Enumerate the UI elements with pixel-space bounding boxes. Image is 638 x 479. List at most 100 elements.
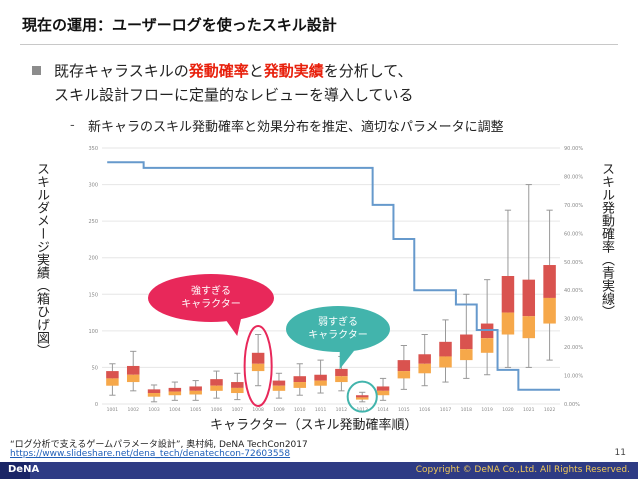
y-right-tick-label: 70.00% xyxy=(564,203,583,209)
x-tick-label: 1004 xyxy=(169,407,181,413)
box-lower xyxy=(335,376,348,383)
x-tick-label: 1005 xyxy=(190,407,202,413)
box-upper xyxy=(314,374,327,381)
x-tick-label: 1016 xyxy=(419,407,431,413)
y-right-tick-label: 0.00% xyxy=(564,402,580,408)
box-upper xyxy=(147,389,161,394)
box-lower xyxy=(231,387,244,394)
y-left-tick-label: 350 xyxy=(88,146,98,152)
box-upper xyxy=(397,360,411,372)
y-right-tick-label: 10.00% xyxy=(564,374,583,380)
right-axis-label: スキル発動確率（青実線） xyxy=(599,162,614,318)
box-lower xyxy=(439,356,452,368)
x-tick-label: 1013 xyxy=(357,407,369,413)
box-lower xyxy=(501,312,515,335)
x-tick-label: 1018 xyxy=(461,407,473,413)
y-left-tick-label: 100 xyxy=(88,329,98,335)
slide-title: 現在の運用：ユーザーログを使ったスキル設計 xyxy=(22,16,337,34)
box-lower xyxy=(251,363,265,372)
callout-strong-character: 強すぎる キャラクター xyxy=(148,274,274,322)
sub-bullet-dash: - xyxy=(70,118,75,133)
box-upper xyxy=(335,368,348,377)
box-upper xyxy=(376,386,390,391)
left-axis-label: スキルダメージ実績（箱ひげ図） xyxy=(34,162,49,357)
y-right-tick-label: 90.00% xyxy=(564,146,583,152)
box-lower xyxy=(314,380,327,386)
box-lower xyxy=(272,385,286,391)
x-tick-label: 1022 xyxy=(544,407,556,413)
x-tick-label: 1002 xyxy=(128,407,140,413)
x-tick-label: 1012 xyxy=(336,407,348,413)
footer-accent xyxy=(0,462,30,479)
weak-character-highlight xyxy=(346,380,378,413)
box-upper xyxy=(210,379,223,386)
x-axis-label: キャラクター（スキル発動確率順） xyxy=(210,418,418,433)
x-tick-label: 1011 xyxy=(315,407,327,413)
probability-line xyxy=(107,161,560,391)
box-lower xyxy=(293,382,307,388)
box-upper xyxy=(439,341,452,357)
x-tick-label: 1008 xyxy=(252,407,264,413)
y-left-tick-label: 300 xyxy=(88,183,98,189)
box-upper xyxy=(460,334,473,350)
bullet-square-icon xyxy=(32,66,41,75)
title-divider xyxy=(20,44,618,45)
box-upper xyxy=(251,352,265,364)
y-right-tick-label: 40.00% xyxy=(564,288,583,294)
x-tick-label: 1015 xyxy=(398,407,410,413)
x-tick-label: 1003 xyxy=(148,407,160,413)
box-lower xyxy=(543,297,556,324)
y-right-tick-label: 20.00% xyxy=(564,345,583,351)
x-tick-label: 1001 xyxy=(107,407,119,413)
bullet-line-2: スキル設計フローに定量的なレビューを導入している xyxy=(54,86,414,104)
x-tick-label: 1017 xyxy=(440,407,452,413)
y-left-tick-label: 250 xyxy=(88,219,98,225)
bullet-text-part2: と xyxy=(248,62,264,80)
box-lower xyxy=(376,390,390,396)
sub-bullet-text: 新キャラのスキル発動確率と効果分布を推定、適切なパラメータに調整 xyxy=(88,120,504,135)
y-right-tick-label: 30.00% xyxy=(564,317,583,323)
source-link[interactable]: https://www.slideshare.net/dena_tech/den… xyxy=(10,449,291,459)
x-tick-label: 1020 xyxy=(502,407,514,413)
box-lower xyxy=(355,397,369,400)
box-lower xyxy=(397,371,411,379)
x-tick-label: 1007 xyxy=(232,407,244,413)
box-upper xyxy=(168,387,182,392)
x-tick-label: 1006 xyxy=(211,407,223,413)
x-tick-label: 1021 xyxy=(523,407,535,413)
y-left-tick-label: 50 xyxy=(92,365,98,371)
box-upper xyxy=(522,279,536,317)
y-right-tick-label: 50.00% xyxy=(564,260,583,266)
x-tick-label: 1019 xyxy=(481,407,493,413)
y-right-tick-label: 80.00% xyxy=(564,174,583,180)
callout-weak-character: 弱すぎる キャラクター xyxy=(286,306,390,352)
box-upper xyxy=(106,371,119,379)
highlight-activation-results: 発動実績 xyxy=(263,62,324,80)
box-upper xyxy=(418,354,431,364)
x-tick-label: 1009 xyxy=(273,407,285,413)
box-upper xyxy=(543,265,556,298)
callout-strong-text: 強すぎる キャラクター xyxy=(181,286,241,310)
y-left-tick-label: 150 xyxy=(88,292,98,298)
box-lower xyxy=(147,393,161,397)
y-right-tick-label: 60.00% xyxy=(564,231,583,237)
highlight-activation-probability: 発動確率 xyxy=(188,62,249,80)
x-tick-label: 1010 xyxy=(294,407,306,413)
source-citation: “ログ分析で支えるゲームパラメータ設計”, 奥村純, DeNA TechCon2… xyxy=(10,440,308,450)
y-left-tick-label: 0 xyxy=(95,402,98,408)
box-upper xyxy=(501,276,515,313)
box-upper xyxy=(355,395,369,398)
bullet-text-part3: を分析して、 xyxy=(323,62,413,80)
box-lower xyxy=(418,363,431,374)
copyright-text: Copyright © DeNA Co.,Ltd. All Rights Res… xyxy=(415,465,630,475)
box-lower xyxy=(480,338,494,353)
box-lower xyxy=(189,390,202,395)
bullet-text-part1: 既存キャラスキルの xyxy=(54,62,189,80)
box-upper xyxy=(126,365,140,375)
y-left-tick-label: 200 xyxy=(88,256,98,262)
strong-character-highlight xyxy=(243,324,273,407)
box-lower xyxy=(210,385,223,391)
x-tick-label: 1014 xyxy=(377,407,389,413)
box-upper xyxy=(231,382,244,388)
bullet-line-1: 既存キャラスキルの発動確率と発動実績を分析して、 xyxy=(54,60,413,81)
